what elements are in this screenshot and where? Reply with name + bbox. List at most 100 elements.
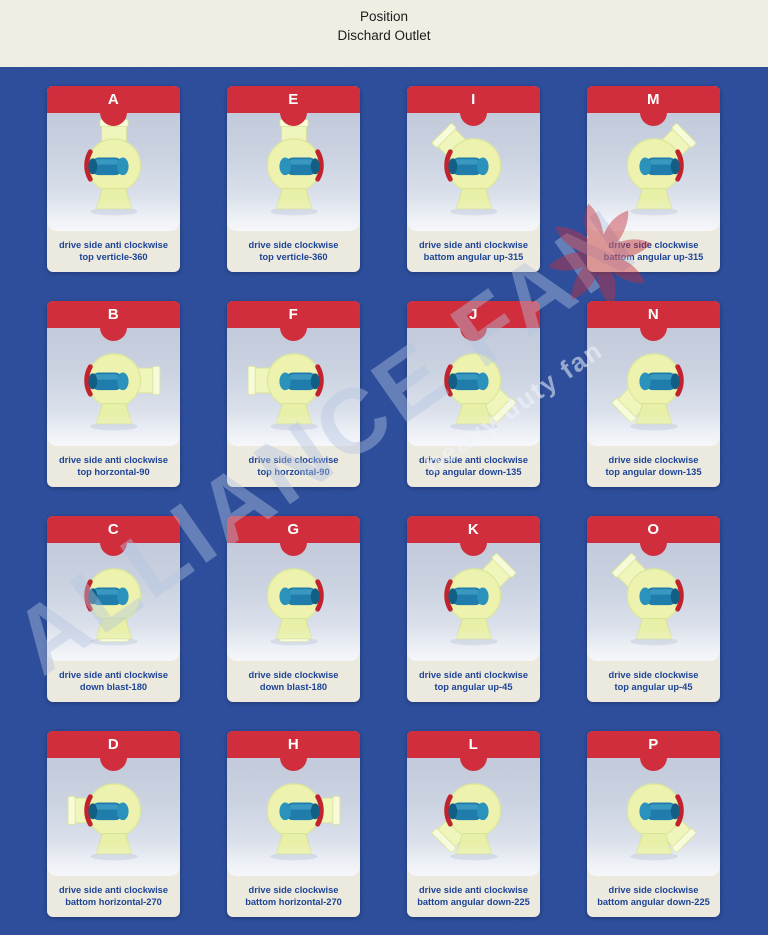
card-letter: L [468, 736, 479, 753]
pedestal [455, 402, 492, 425]
motor [87, 587, 129, 606]
motor [447, 587, 489, 606]
card-caption: drive side clockwise top horzontal-90 [227, 446, 360, 487]
position-card[interactable]: J [407, 301, 540, 487]
position-card[interactable]: M [587, 86, 720, 272]
position-card[interactable]: K [407, 516, 540, 702]
fan-illustration [227, 113, 360, 231]
fan-illustration [47, 113, 180, 231]
pedestal [95, 617, 132, 640]
position-card[interactable]: O [587, 516, 720, 702]
caption-line-1: drive side anti clockwise [418, 455, 529, 465]
card-caption: drive side clockwise battom angular up-3… [587, 231, 720, 272]
blower-icon [611, 353, 684, 431]
fan-illustration [587, 328, 720, 446]
fan-root [431, 783, 501, 861]
blower-icon [83, 353, 160, 431]
card-caption: drive side anti clockwise top angular up… [407, 661, 540, 702]
fan-illustration [407, 328, 540, 446]
blower-icon [83, 568, 141, 646]
card-letter: O [647, 521, 660, 538]
caption-line-2: down blast-180 [79, 681, 148, 692]
card-letter: N [647, 306, 660, 323]
fan-root [247, 353, 324, 431]
fan-root [83, 119, 141, 216]
card-letter: C [107, 521, 120, 538]
fan-root [611, 353, 684, 431]
fan-illustration [47, 543, 180, 661]
blower-icon [247, 353, 324, 431]
blower-icon [431, 783, 501, 861]
caption-line-2: top angular up-45 [614, 681, 693, 692]
caption-line-1: drive side anti clockwise [58, 670, 169, 680]
card-letter: K [467, 521, 480, 538]
caption-line-1: drive side clockwise [608, 455, 699, 465]
pedestal [635, 402, 672, 425]
pedestal [455, 832, 492, 855]
card-letter: B [107, 306, 120, 323]
position-card[interactable]: A [47, 86, 180, 272]
page-title-line1: Position [359, 9, 409, 24]
position-card[interactable]: E [227, 86, 360, 272]
blower-icon [67, 783, 141, 861]
fan-illustration [407, 113, 540, 231]
pedestal [635, 832, 672, 855]
motor [447, 157, 489, 176]
fan-root [266, 568, 324, 646]
card-caption: drive side anti clockwise top angular do… [407, 446, 540, 487]
caption-line-2: top verticle-360 [79, 251, 148, 262]
pedestal [635, 187, 672, 210]
position-card[interactable]: N [587, 301, 720, 487]
fan-root [83, 568, 141, 646]
position-card[interactable]: C [47, 516, 180, 702]
fan-illustration [227, 328, 360, 446]
caption-line-2: battom horizontal-270 [245, 896, 342, 907]
position-card[interactable]: P [587, 731, 720, 917]
motor [278, 157, 320, 176]
blower-icon [266, 783, 340, 861]
caption-line-2: battom angular down-225 [417, 896, 530, 907]
pedestal [635, 617, 672, 640]
motor [638, 802, 680, 821]
card-caption: drive side anti clockwise top horzontal-… [47, 446, 180, 487]
card-caption: drive side clockwise battom angular down… [587, 876, 720, 917]
fan-root [431, 123, 501, 216]
blower-icon [443, 353, 516, 431]
position-card[interactable]: F [227, 301, 360, 487]
caption-line-1: drive side clockwise [248, 455, 339, 465]
position-card[interactable]: G [227, 516, 360, 702]
caption-line-2: battom angular down-225 [597, 896, 710, 907]
position-card[interactable]: H [227, 731, 360, 917]
caption-line-1: drive side anti clockwise [418, 885, 529, 895]
caption-line-1: drive side clockwise [608, 885, 699, 895]
position-card[interactable]: L [407, 731, 540, 917]
pedestal [455, 617, 492, 640]
fan-root [626, 123, 696, 216]
fan-illustration [47, 758, 180, 876]
pedestal [275, 832, 312, 855]
position-card[interactable]: D [47, 731, 180, 917]
blower-icon [431, 123, 501, 216]
blower-icon [611, 553, 684, 646]
card-letter: D [107, 736, 120, 753]
caption-line-1: drive side clockwise [248, 885, 339, 895]
card-letter: M [647, 91, 660, 108]
card-letter: G [287, 521, 300, 538]
motor [278, 587, 320, 606]
card-letter: P [648, 736, 659, 753]
caption-line-1: drive side clockwise [608, 240, 699, 250]
fan-illustration [587, 113, 720, 231]
motor [87, 802, 129, 821]
motor [638, 157, 680, 176]
pedestal [95, 187, 132, 210]
card-letter: J [469, 306, 478, 323]
blower-icon [266, 119, 324, 216]
fan-root [611, 553, 684, 646]
card-caption: drive side clockwise battom horizontal-2… [227, 876, 360, 917]
position-card[interactable]: B [47, 301, 180, 487]
fan-root [443, 553, 516, 646]
position-card[interactable]: I [407, 86, 540, 272]
caption-line-1: drive side anti clockwise [418, 240, 529, 250]
blower-icon [626, 123, 696, 216]
caption-line-2: battom horizontal-270 [65, 896, 162, 907]
